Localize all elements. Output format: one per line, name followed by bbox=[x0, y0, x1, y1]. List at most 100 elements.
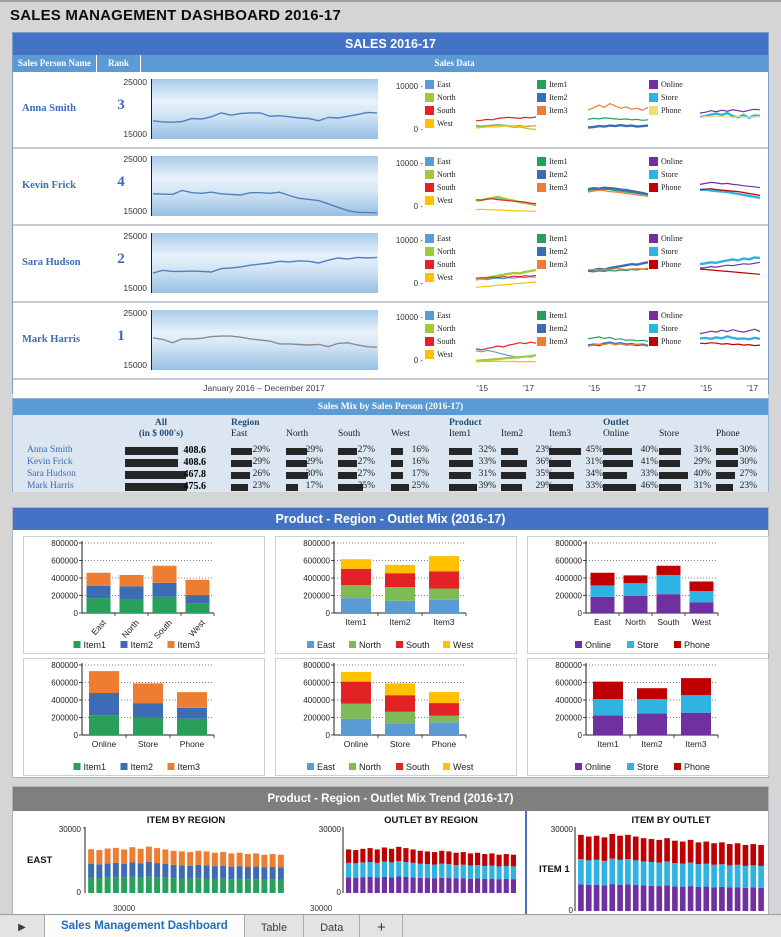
svg-text:0: 0 bbox=[77, 888, 82, 897]
sparkline-group[interactable]: East North South West bbox=[425, 307, 537, 375]
pct-value: 41% bbox=[640, 457, 658, 467]
legend-label: Item2 bbox=[549, 170, 568, 179]
pct-bar bbox=[659, 471, 688, 479]
sales-panel: SALES 2016-17 Sales Person Name Rank Sal… bbox=[12, 32, 769, 400]
sparkline-group[interactable]: Item1 Item2 Item3 bbox=[537, 307, 649, 375]
north-legend-swatch bbox=[425, 247, 434, 256]
legend-item: West bbox=[425, 117, 475, 130]
legend-item: West bbox=[425, 271, 475, 284]
svg-text:East: East bbox=[317, 640, 336, 650]
north-legend-swatch bbox=[425, 324, 434, 333]
trend-chart-2[interactable]: OUTLET BY REGION 30000 0 bbox=[301, 813, 523, 915]
sparkline-group[interactable]: East North South West bbox=[425, 76, 537, 144]
spark-x-end: '17 bbox=[635, 383, 647, 393]
sheet-tab-table[interactable]: Table bbox=[245, 915, 305, 937]
legend-label: South bbox=[437, 337, 456, 346]
legend-item: Store bbox=[649, 168, 699, 181]
sparkline-group[interactable]: Item1 Item2 Item3 bbox=[537, 76, 649, 144]
legend-label: East bbox=[437, 80, 451, 89]
col-sales-person-name: Sales Person Name bbox=[13, 55, 97, 72]
sparkline-legend: East North South West bbox=[425, 153, 475, 221]
sparkline-group[interactable]: Item1 Item2 Item3 bbox=[537, 230, 649, 298]
col-header-online: Online bbox=[603, 429, 629, 439]
sales-mix-panel: Sales Mix by Sales Person (2016-17) All(… bbox=[12, 398, 769, 492]
stacked-chart-3[interactable]: 0 200000 400000 600000 800000 East North South W… bbox=[527, 536, 769, 654]
sales-trend-chart[interactable]: 25000 15000 bbox=[115, 308, 378, 372]
svg-text:600000: 600000 bbox=[303, 557, 330, 566]
pct-value: 29% bbox=[305, 457, 323, 467]
east-legend-swatch bbox=[425, 80, 434, 89]
svg-text:North: North bbox=[359, 762, 381, 772]
stacked-chart-6[interactable]: 0 200000 400000 600000 800000 Item1 Item2 Item3… bbox=[527, 658, 769, 776]
store-legend-swatch bbox=[649, 93, 658, 102]
sales-person-name: Anna Smith bbox=[22, 103, 76, 114]
pct-value: 36% bbox=[535, 457, 553, 467]
stacked-chart-1[interactable]: 0 200000 400000 600000 800000 East North South W… bbox=[23, 536, 265, 654]
sheet-tabs: Sales Management Dashboard Table Data bbox=[45, 915, 361, 937]
add-sheet-button[interactable]: + bbox=[360, 915, 404, 937]
sparkline-zone: 10000 -0 - East North South West Item1 Item2 It… bbox=[393, 307, 765, 375]
svg-text:West: West bbox=[187, 617, 208, 638]
spark-x-end: '17 bbox=[523, 383, 535, 393]
pct-value: 31% bbox=[693, 445, 711, 455]
all-value: 467.8 bbox=[183, 469, 207, 480]
legend-item: Item1 bbox=[537, 309, 587, 322]
svg-text:600000: 600000 bbox=[51, 557, 78, 566]
sparkline-group[interactable]: Online Store Phone bbox=[649, 230, 761, 298]
pct-value: 23% bbox=[252, 481, 270, 491]
pct-bar bbox=[549, 471, 574, 479]
trend-chart-1[interactable]: ITEM BY REGION 30000 0 EAST bbox=[21, 813, 295, 915]
sheet-tab-data[interactable]: Data bbox=[304, 915, 361, 937]
phone-legend-swatch bbox=[649, 106, 658, 115]
svg-text:200000: 200000 bbox=[555, 714, 582, 723]
trend-chart-3[interactable]: ITEM BY OUTLET 30000 0 ITEM 1 bbox=[533, 813, 770, 915]
stacked-chart-2[interactable]: 0 200000 400000 600000 800000 Item1 Item2 Item3… bbox=[275, 536, 517, 654]
sparkline-zone: 10000 -0 - East North South West Item1 Item2 It… bbox=[393, 153, 765, 221]
svg-text:South: South bbox=[406, 762, 430, 772]
sheet-nav-arrow-icon[interactable]: ▶ bbox=[0, 915, 45, 937]
y-min-label: 15000 bbox=[123, 206, 147, 216]
pct-bar bbox=[231, 483, 248, 491]
pct-bar bbox=[286, 483, 299, 491]
pct-bar bbox=[603, 471, 627, 479]
sparkline-group[interactable]: Online Store Phone bbox=[649, 76, 761, 144]
pct-value: 29% bbox=[535, 481, 553, 491]
sales-trend-chart[interactable]: 25000 15000 bbox=[115, 77, 378, 141]
svg-text:Phone: Phone bbox=[684, 762, 710, 772]
stacked-chart-5[interactable]: 0 200000 400000 600000 800000 Online Store Phon… bbox=[275, 658, 517, 776]
sales-mix-table: All (in $ 000's) Region East North South West P… bbox=[13, 415, 768, 492]
sparkline-legend: Online Store Phone bbox=[649, 230, 699, 298]
legend-label: Item3 bbox=[549, 106, 568, 115]
sparkline-group[interactable]: East North South West bbox=[425, 153, 537, 221]
legend-label: Item3 bbox=[549, 260, 568, 269]
legend-item: East bbox=[425, 232, 475, 245]
sparkline-group[interactable]: East North South West bbox=[425, 230, 537, 298]
sales-trend-chart[interactable]: 25000 15000 bbox=[115, 231, 378, 295]
pct-value: 27% bbox=[357, 469, 375, 479]
legend-label: Phone bbox=[661, 106, 681, 115]
y-min-label: 15000 bbox=[123, 283, 147, 293]
legend-label: Item1 bbox=[549, 157, 568, 166]
sparkline-group[interactable]: Online Store Phone bbox=[649, 307, 761, 375]
legend-item: South bbox=[425, 181, 475, 194]
item3-legend-swatch bbox=[537, 337, 546, 346]
legend-item: Store bbox=[649, 245, 699, 258]
main-chart-plot bbox=[151, 233, 378, 293]
svg-text:200000: 200000 bbox=[555, 592, 582, 601]
pct-value: 35% bbox=[357, 481, 375, 491]
sales-trend-chart[interactable]: 25000 15000 bbox=[115, 154, 378, 218]
pct-bar bbox=[716, 447, 738, 455]
sparkline-group[interactable]: Online Store Phone bbox=[649, 153, 761, 221]
main-chart-y-axis: 25000 15000 bbox=[115, 308, 147, 370]
svg-text:Store: Store bbox=[637, 640, 659, 650]
group-header-product: Product bbox=[449, 418, 482, 428]
sheet-tab-sales-management-dashboard[interactable]: Sales Management Dashboard bbox=[45, 915, 245, 937]
sparkline-group[interactable]: Item1 Item2 Item3 bbox=[537, 153, 649, 221]
svg-text:Phone: Phone bbox=[684, 640, 710, 650]
pct-value: 27% bbox=[739, 469, 757, 479]
stacked-chart-4[interactable]: 0 200000 400000 600000 800000 Online Store Phon… bbox=[23, 658, 265, 776]
svg-text:200000: 200000 bbox=[51, 592, 78, 601]
pct-bar bbox=[659, 483, 682, 491]
pct-bar bbox=[391, 447, 403, 455]
group-header-outlet: Outlet bbox=[603, 418, 629, 428]
